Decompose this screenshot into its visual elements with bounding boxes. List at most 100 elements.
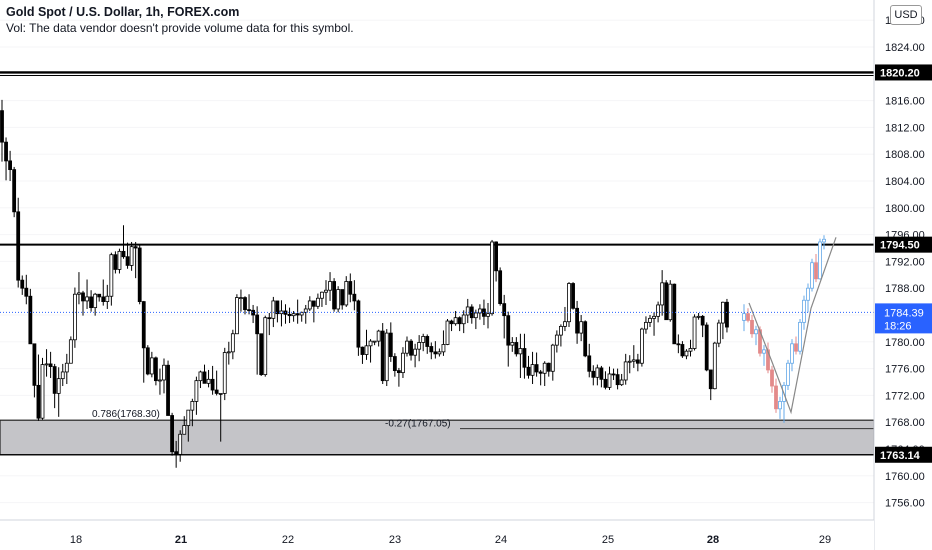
candle-body-64 (259, 333, 264, 376)
candle-body-173 (700, 315, 705, 326)
symbol-title: Gold Spot / U.S. Dollar, 1h, FOREX.com (6, 5, 240, 19)
candle-body-26 (105, 295, 110, 302)
candle-body-168 (680, 344, 685, 357)
candle-body-89 (360, 346, 365, 355)
candle-body-41 (166, 364, 170, 416)
candle-body-55 (222, 352, 227, 394)
candle-body-38 (153, 357, 158, 382)
x-tick-label-3: 23 (389, 534, 401, 546)
candle-body-10 (40, 364, 45, 419)
candle-body-140 (567, 283, 571, 323)
candle-body-29 (117, 250, 122, 270)
y-tick-label-3: 1768.00 (885, 417, 925, 429)
candle-body-80 (324, 289, 328, 293)
candle-body-146 (591, 370, 596, 378)
candle-body-3 (12, 169, 17, 213)
candle-body-78 (315, 297, 320, 307)
candle-body-170 (688, 348, 693, 352)
candle-body-106 (429, 346, 434, 353)
candle-body-154 (623, 361, 628, 381)
candle-body-79 (320, 291, 324, 299)
candle-body-17 (68, 339, 73, 364)
candle-body-51 (206, 378, 211, 384)
candle-body-100 (405, 340, 409, 354)
x-tick-label-5: 25 (602, 534, 614, 546)
candlestick-series (0, 99, 729, 468)
candle-body-87 (352, 293, 357, 302)
candle-body-104 (421, 336, 426, 343)
candle-body-109 (441, 344, 446, 353)
candle-body-112 (453, 317, 458, 325)
level-tag-bg-0 (875, 64, 932, 81)
candle-body-108 (437, 351, 442, 355)
candle-body-123 (498, 270, 503, 305)
candle-body-46 (186, 409, 191, 426)
candle-body-85 (344, 281, 349, 306)
candle-body-159 (644, 321, 648, 330)
countdown-tag: 18:26 (884, 320, 912, 332)
candle-body-137 (554, 334, 559, 346)
candle-body-12 (48, 363, 53, 367)
projection-series (742, 235, 837, 423)
candle-body-132 (534, 364, 539, 373)
currency-button[interactable]: USD (890, 5, 922, 25)
candle-body-150 (607, 373, 612, 388)
candle-body-135 (546, 362, 551, 372)
projection-body-12 (790, 343, 794, 364)
y-tick-label-17: 1824.00 (885, 42, 925, 54)
fib-levels: 0.786(1768.30) -0.27(1767.05) (92, 409, 874, 430)
candle-body-1 (4, 141, 8, 162)
candle-body-75 (303, 308, 308, 313)
candle-body-105 (425, 336, 430, 347)
x-tick-label-6: 28 (707, 534, 719, 546)
candle-body-171 (692, 316, 697, 349)
candle-body-115 (465, 306, 470, 316)
candle-body-111 (449, 320, 454, 325)
candle-body-43 (174, 451, 179, 455)
candle-body-101 (409, 340, 413, 356)
projection-body-15 (802, 299, 806, 323)
y-tick-label-0: 1756.00 (885, 498, 925, 510)
candle-body-169 (684, 350, 689, 357)
candle-body-97 (392, 356, 397, 372)
candle-body-57 (230, 333, 235, 353)
candle-body-95 (384, 332, 389, 382)
level-tag-2: 1763.14 (880, 450, 921, 462)
y-tick-label-14: 1812.00 (885, 122, 925, 134)
axis-background (874, 0, 932, 550)
candle-body-14 (56, 378, 61, 394)
horizontal-levels (0, 71, 874, 456)
candle-body-39 (158, 379, 162, 382)
candle-body-31 (125, 256, 130, 266)
candle-body-77 (311, 300, 316, 307)
candle-body-93 (376, 330, 381, 342)
candle-body-92 (372, 340, 377, 343)
candle-body-141 (571, 283, 575, 309)
candle-body-174 (704, 324, 709, 371)
candle-body-63 (255, 314, 260, 335)
candle-body-113 (457, 317, 462, 325)
candle-body-61 (247, 309, 251, 312)
candle-body-23 (93, 293, 98, 309)
candle-body-162 (656, 304, 660, 317)
y-tick-label-13: 1808.00 (885, 149, 925, 161)
candle-body-54 (218, 392, 223, 395)
candle-body-165 (668, 283, 673, 321)
candle-body-145 (587, 355, 592, 372)
candle-body-9 (36, 384, 41, 419)
candle-body-90 (364, 345, 369, 355)
candle-body-66 (267, 317, 272, 320)
candle-body-148 (599, 367, 604, 380)
projection-body-6 (766, 349, 770, 371)
candle-body-98 (396, 370, 401, 374)
candle-body-156 (631, 359, 636, 362)
candle-body-20 (81, 292, 85, 302)
candle-body-102 (413, 348, 418, 356)
projection-body-3 (754, 329, 758, 335)
candle-body-160 (648, 317, 652, 323)
candle-body-30 (121, 250, 126, 258)
candle-body-49 (198, 371, 203, 382)
candle-body-22 (89, 296, 93, 309)
candle-body-36 (145, 347, 150, 375)
